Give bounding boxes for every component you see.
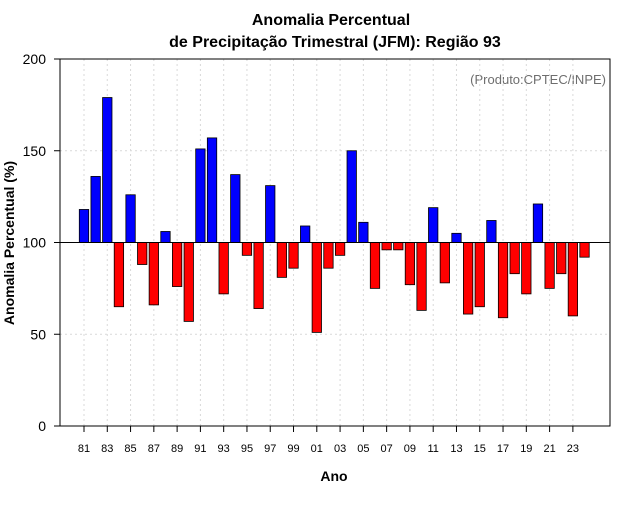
bar-1986 bbox=[137, 242, 148, 265]
grid-layer bbox=[60, 59, 610, 426]
y-tick-label: 100 bbox=[23, 235, 47, 251]
x-tick-label: 11 bbox=[427, 443, 438, 455]
credit-label: (Produto:CPTEC/INPE) bbox=[470, 72, 606, 87]
bar-2014 bbox=[463, 242, 474, 315]
x-tick-label: 97 bbox=[264, 443, 276, 455]
bar-1987 bbox=[148, 242, 159, 306]
chart-title-line-2: de Precipitação Trimestral (JFM): Região… bbox=[169, 34, 501, 51]
x-tick-label: 93 bbox=[218, 443, 230, 455]
x-tick-label: 85 bbox=[124, 443, 136, 455]
x-tick-label: 01 bbox=[311, 443, 323, 455]
x-axis-label: Ano bbox=[320, 468, 347, 484]
bar-2009 bbox=[404, 242, 416, 286]
bar-2001 bbox=[311, 242, 322, 333]
bar-2024 bbox=[579, 242, 590, 258]
bar-1989 bbox=[172, 242, 183, 287]
x-tick-label: 17 bbox=[497, 443, 509, 455]
bar-1993 bbox=[218, 242, 229, 295]
bar-2006 bbox=[369, 242, 381, 289]
y-axis-label: Anomalia Percentual (%) bbox=[1, 161, 17, 325]
y-tick-label: 150 bbox=[23, 143, 47, 159]
x-tick-label: 81 bbox=[78, 443, 90, 455]
x-tick-label: 23 bbox=[567, 443, 579, 455]
bar-1999 bbox=[288, 242, 299, 269]
bar-1997 bbox=[265, 185, 276, 243]
bar-2000 bbox=[300, 225, 311, 243]
bar-2005 bbox=[358, 221, 369, 243]
bar-1995 bbox=[241, 242, 253, 256]
bar-1992 bbox=[206, 137, 218, 243]
bar-1988 bbox=[160, 231, 171, 243]
x-tick-label: 03 bbox=[334, 443, 346, 455]
x-tick-label: 89 bbox=[171, 443, 183, 455]
axes-layer: 0 50 100 150 200 81 83 85 87 89 91 93 95 97 99 01 03 05 07… bbox=[23, 51, 611, 455]
bar-1982 bbox=[90, 176, 101, 243]
bar-2012 bbox=[439, 242, 450, 284]
x-tick-label: 15 bbox=[474, 443, 486, 455]
bar-1991 bbox=[195, 148, 206, 243]
chart-title-line-1: Anomalia Percentual bbox=[252, 12, 410, 29]
bar-2016 bbox=[486, 220, 497, 243]
bar-1981 bbox=[78, 209, 90, 243]
bar-2008 bbox=[393, 242, 404, 251]
x-tick-label: 07 bbox=[381, 443, 393, 455]
bar-2013 bbox=[451, 232, 462, 243]
bar-2015 bbox=[474, 242, 485, 308]
x-tick-label: 09 bbox=[404, 443, 416, 455]
bar-1996 bbox=[253, 242, 264, 309]
x-tick-label: 95 bbox=[241, 443, 253, 455]
bar-2017 bbox=[497, 242, 509, 319]
bar-2021 bbox=[544, 242, 555, 289]
y-tick-label: 200 bbox=[23, 51, 47, 67]
bars-layer bbox=[78, 97, 590, 333]
x-tick-label: 19 bbox=[520, 443, 532, 455]
bar-2019 bbox=[521, 242, 532, 295]
bar-2022 bbox=[556, 242, 567, 275]
bar-1990 bbox=[183, 242, 194, 322]
bar-2023 bbox=[567, 242, 578, 317]
bar-2011 bbox=[428, 207, 439, 243]
x-tick-label: 13 bbox=[450, 443, 462, 455]
x-tick-label: 87 bbox=[148, 443, 160, 455]
x-tick-label: 99 bbox=[287, 443, 299, 455]
x-tick-label: 83 bbox=[101, 443, 113, 455]
bar-1983 bbox=[102, 97, 113, 243]
bar-1984 bbox=[113, 242, 125, 308]
y-tick-label: 0 bbox=[38, 418, 46, 434]
bar-2010 bbox=[416, 242, 427, 311]
bar-2003 bbox=[334, 242, 346, 256]
bar-1998 bbox=[276, 242, 287, 278]
x-tick-label: 05 bbox=[357, 443, 369, 455]
x-tick-label: 21 bbox=[543, 443, 555, 455]
bar-1994 bbox=[230, 174, 241, 243]
bar-2020 bbox=[532, 203, 544, 243]
bar-2018 bbox=[509, 242, 520, 275]
x-tick-label: 91 bbox=[194, 443, 206, 455]
bar-2004 bbox=[346, 150, 357, 243]
bar-2007 bbox=[381, 242, 392, 251]
bar-1985 bbox=[125, 194, 136, 243]
y-tick-label: 50 bbox=[30, 326, 46, 342]
bar-2002 bbox=[323, 242, 334, 269]
